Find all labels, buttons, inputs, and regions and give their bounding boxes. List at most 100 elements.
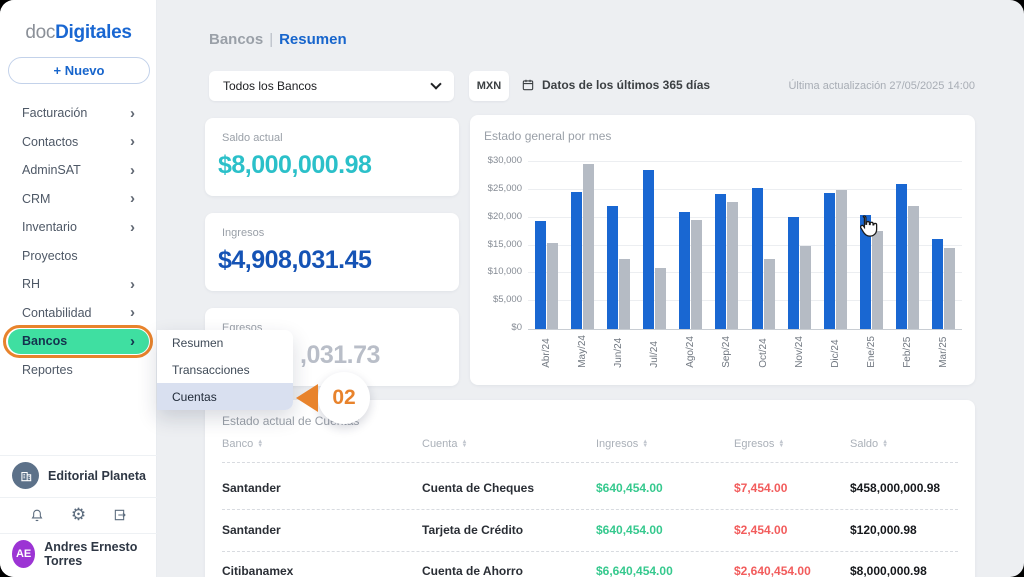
bar-serie-azul-may24	[570, 192, 582, 329]
bar-serie-gris-jun24	[618, 259, 630, 329]
divider	[0, 533, 157, 534]
bell-icon[interactable]	[29, 507, 45, 524]
bar-chart-plot: $0 $5,000 $10,000 $15,000 $20,000 $25,000 $30,…	[488, 155, 962, 333]
bar-group-nov24	[781, 162, 817, 329]
x-axis-label: Mar/25	[938, 336, 950, 368]
bar-serie-gris-jul24	[655, 267, 667, 329]
x-axis-label: Dic/24	[829, 339, 841, 368]
column-header-egresos[interactable]: Egresos ▲ ▼	[734, 438, 785, 450]
app-logo: docDigitales	[0, 22, 157, 44]
cell-saldo: $8,000,000.98	[850, 564, 927, 577]
new-button[interactable]: + Nuevo	[8, 57, 150, 84]
gridline	[528, 300, 962, 302]
submenu-item-resumen[interactable]: Resumen	[172, 336, 224, 351]
bar-serie-azul-feb25	[896, 183, 908, 329]
y-axis-tick: $30,000	[487, 155, 522, 166]
accounts-table-card: Estado actual de Cuentas Banco ▲ ▼ Cuenta ▲ ▼…	[205, 400, 975, 577]
chevron-right-icon: ›	[130, 332, 135, 350]
cell-cuenta: Cuenta de Ahorro	[422, 564, 523, 577]
sidebar-item-contabilidad[interactable]: Contabilidad ›	[0, 299, 157, 328]
sidebar-item-label: Inventario	[22, 220, 77, 235]
chevron-right-icon: ›	[130, 190, 135, 208]
cell-saldo: $120,000.98	[850, 523, 917, 537]
x-axis-label: Nov/24	[793, 336, 805, 368]
breadcrumb: Bancos | Resumen	[209, 31, 347, 48]
sidebar-item-inventario[interactable]: Inventario ›	[0, 213, 157, 242]
divider	[0, 497, 157, 498]
stat-card-saldo-actual: Saldo actual $8,000,000.98	[205, 118, 459, 196]
column-header-banco[interactable]: Banco ▲ ▼	[222, 438, 264, 450]
gridline	[528, 161, 962, 162]
sort-icon: ▲ ▼	[642, 439, 649, 449]
logout-icon[interactable]	[112, 507, 128, 523]
stat-value: $4,908,031.45	[218, 246, 372, 274]
column-header-ingresos[interactable]: Ingresos ▲ ▼	[596, 438, 649, 450]
bar-serie-gris-may24	[582, 163, 594, 329]
y-axis-tick: $15,000	[487, 238, 522, 250]
table-row[interactable]: Santander Cuenta de Cheques $640,454.00 $7,…	[205, 474, 975, 502]
column-header-saldo[interactable]: Saldo ▲ ▼	[850, 438, 889, 450]
table-row[interactable]: Citibanamex Cuenta de Ahorro $6,640,454.00…	[205, 557, 975, 577]
sidebar-item-label: Bancos	[22, 334, 68, 349]
active-item-pill	[8, 329, 149, 354]
currency-badge[interactable]: MXN	[469, 71, 509, 101]
bar-serie-gris-ene25	[872, 231, 884, 329]
workspace-name: Editorial Planeta	[48, 468, 146, 483]
chevron-right-icon: ›	[130, 304, 135, 322]
sidebar-item-label: Proyectos	[22, 248, 78, 263]
bar-serie-azul-ago24	[679, 211, 691, 329]
sidebar-item-contactos[interactable]: Contactos ›	[0, 128, 157, 157]
bar-group-ago24	[673, 162, 709, 329]
x-axis-label: Jun/24	[612, 337, 624, 368]
breadcrumb-separator: |	[269, 31, 274, 48]
bar-serie-azul-abr24	[534, 221, 546, 329]
stat-label: Saldo actual	[222, 132, 283, 144]
chevron-right-icon: ›	[130, 104, 135, 122]
submenu-item-transacciones[interactable]: Transacciones	[172, 363, 250, 378]
cell-egresos: $2,640,454.00	[734, 564, 811, 577]
sidebar-item-reportes[interactable]: Reportes	[0, 356, 157, 385]
table-row[interactable]: Santander Tarjeta de Crédito $640,454.00 $2…	[205, 516, 975, 544]
chart-card: Estado general por mes $0 $5,000 $10,000 $1…	[470, 115, 975, 385]
row-divider	[222, 509, 958, 510]
gridline	[528, 188, 962, 190]
y-axis-tick: $5,000	[492, 294, 522, 306]
user-row[interactable]: AE Andres Ernesto Torres	[12, 540, 156, 568]
sidebar-item-facturacion[interactable]: Facturación ›	[0, 99, 157, 128]
submenu-item-cuentas[interactable]: Cuentas	[157, 383, 293, 410]
bar-serie-azul-jun24	[606, 205, 618, 329]
chart-title: Estado general por mes	[484, 129, 612, 143]
sidebar-item-adminsat[interactable]: AdminSAT ›	[0, 156, 157, 185]
logo-suffix: Digitales	[55, 22, 132, 43]
x-axis-label: Oct/24	[757, 338, 769, 368]
bank-filter-dropdown[interactable]: Todos los Bancos	[209, 71, 454, 101]
chevron-down-icon	[430, 78, 442, 90]
x-axis-label: Sep/24	[721, 336, 733, 368]
cell-egresos: $2,454.00	[734, 523, 788, 537]
bar-group-mar25	[926, 162, 962, 329]
sidebar-item-label: Contactos	[22, 134, 79, 149]
x-axis-label: Ago/24	[685, 336, 697, 368]
step-badge: 02	[318, 372, 370, 424]
sidebar: docDigitales + Nuevo Facturación › Contact…	[0, 0, 157, 577]
stat-card-ingresos: Ingresos $4,908,031.45	[205, 213, 459, 291]
sidebar-item-rh[interactable]: RH ›	[0, 270, 157, 299]
bar-group-oct24	[745, 162, 781, 329]
sidebar-item-bancos[interactable]: Bancos ›	[0, 327, 157, 356]
sidebar-item-crm[interactable]: CRM ›	[0, 185, 157, 214]
last-update-text: Última actualización 27/05/2025 14:00	[788, 80, 975, 92]
workspace-row[interactable]: Editorial Planeta	[12, 462, 146, 489]
sidebar-item-proyectos[interactable]: Proyectos	[0, 242, 157, 271]
bar-serie-gris-nov24	[799, 246, 811, 329]
bar-serie-azul-oct24	[751, 188, 763, 329]
breadcrumb-parent[interactable]: Bancos	[209, 31, 264, 48]
cell-ingresos: $640,454.00	[596, 523, 663, 537]
column-header-cuenta[interactable]: Cuenta ▲ ▼	[422, 438, 468, 450]
y-axis-tick: $25,000	[487, 182, 522, 194]
user-name: Andres Ernesto Torres	[44, 540, 138, 568]
gear-icon[interactable]: ⚙	[70, 504, 87, 525]
y-axis-tick: $20,000	[487, 210, 522, 222]
table-header-row: Banco ▲ ▼ Cuenta ▲ ▼ Ingresos ▲ ▼ Egresos ▲ ▼ Saldo ▲…	[205, 438, 975, 454]
bar-group-feb25	[890, 162, 926, 329]
avatar: AE	[12, 540, 36, 568]
